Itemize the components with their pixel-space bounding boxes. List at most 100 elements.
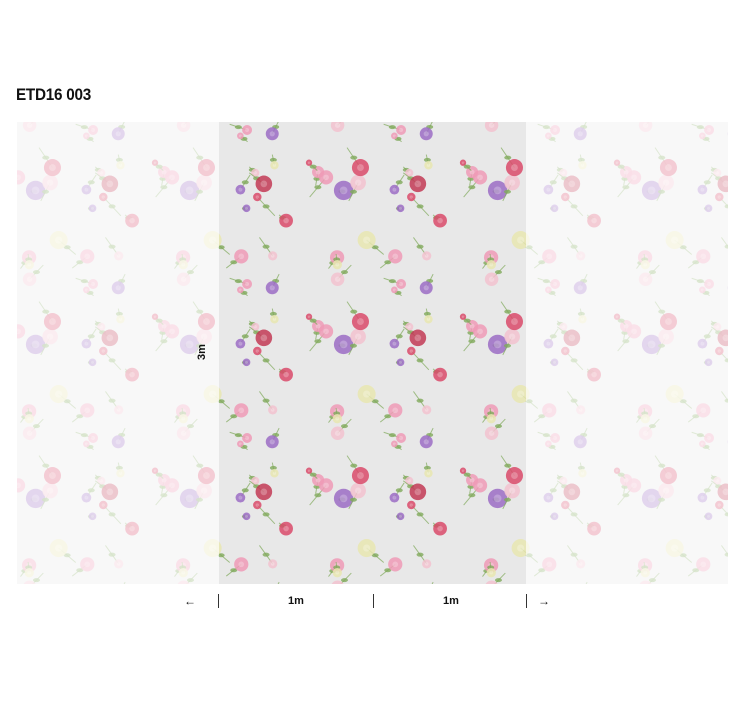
flower bbox=[419, 281, 433, 295]
panel-width-label: 1m bbox=[288, 595, 304, 607]
flower bbox=[234, 249, 249, 264]
flower bbox=[504, 328, 520, 345]
flower bbox=[409, 483, 427, 501]
flower bbox=[279, 213, 293, 228]
flower bbox=[333, 488, 354, 509]
flower bbox=[235, 338, 246, 349]
flower bbox=[409, 329, 427, 347]
flower bbox=[424, 161, 433, 170]
flower bbox=[329, 250, 345, 265]
flower bbox=[331, 580, 344, 584]
flower bbox=[242, 512, 251, 521]
flower bbox=[270, 315, 279, 324]
flower bbox=[332, 259, 342, 270]
flower bbox=[237, 440, 244, 448]
flower bbox=[407, 346, 416, 356]
flower bbox=[388, 249, 403, 264]
flower bbox=[332, 413, 342, 424]
flower bbox=[265, 435, 279, 449]
flower bbox=[486, 567, 496, 578]
flower bbox=[270, 469, 279, 478]
flower bbox=[270, 161, 279, 170]
flower bbox=[268, 251, 278, 261]
flower bbox=[487, 180, 508, 201]
flower bbox=[504, 174, 520, 191]
flower bbox=[405, 476, 414, 485]
flower bbox=[235, 184, 246, 195]
flower bbox=[486, 413, 496, 424]
floral-pattern bbox=[17, 122, 728, 584]
flower bbox=[433, 213, 447, 228]
flower bbox=[330, 272, 345, 286]
flower bbox=[389, 338, 400, 349]
flower bbox=[330, 426, 345, 440]
flower bbox=[511, 539, 530, 558]
flower bbox=[407, 500, 416, 510]
flower bbox=[253, 192, 262, 202]
flower bbox=[391, 440, 398, 448]
flower bbox=[242, 358, 251, 367]
flower bbox=[422, 251, 432, 261]
flower bbox=[242, 125, 253, 135]
flower bbox=[251, 322, 260, 331]
flower bbox=[505, 159, 524, 177]
dimension-tick bbox=[526, 594, 527, 608]
flower bbox=[251, 168, 260, 177]
flower bbox=[485, 580, 498, 584]
flower bbox=[389, 184, 400, 195]
flower bbox=[329, 404, 345, 419]
flower bbox=[484, 272, 499, 286]
flower bbox=[242, 433, 253, 443]
flower bbox=[396, 204, 405, 213]
flower bbox=[409, 175, 427, 193]
flower bbox=[396, 358, 405, 367]
flower bbox=[305, 159, 313, 166]
flower bbox=[253, 346, 262, 356]
flower bbox=[333, 180, 354, 201]
flower bbox=[242, 204, 251, 213]
flower bbox=[330, 122, 345, 132]
flower bbox=[483, 404, 499, 419]
flower bbox=[419, 127, 433, 141]
height-dimension-label: 3m bbox=[195, 344, 208, 360]
flower bbox=[505, 467, 524, 485]
flower bbox=[422, 559, 432, 569]
flower bbox=[333, 334, 354, 355]
flower bbox=[484, 426, 499, 440]
flower bbox=[318, 170, 334, 185]
product-code-title: ETD16 003 bbox=[16, 85, 91, 104]
flower bbox=[396, 279, 407, 289]
flower bbox=[433, 367, 447, 382]
flower bbox=[433, 521, 447, 536]
flower bbox=[279, 367, 293, 382]
flower bbox=[484, 122, 499, 132]
flower bbox=[407, 192, 416, 202]
flower bbox=[388, 403, 403, 418]
flower bbox=[265, 281, 279, 295]
flower bbox=[237, 286, 244, 294]
flower bbox=[350, 328, 366, 345]
flower bbox=[251, 476, 260, 485]
flower bbox=[351, 159, 370, 177]
flower bbox=[350, 482, 366, 499]
flower bbox=[483, 558, 499, 573]
dimension-tick bbox=[218, 594, 219, 608]
flower bbox=[357, 385, 376, 404]
flower bbox=[329, 558, 345, 573]
flower bbox=[472, 478, 488, 493]
flower bbox=[459, 467, 467, 474]
flower bbox=[486, 259, 496, 270]
flower bbox=[487, 488, 508, 509]
flower bbox=[305, 467, 313, 474]
dimension-tick bbox=[373, 594, 374, 608]
flower bbox=[255, 483, 273, 501]
flower bbox=[505, 313, 524, 331]
flower bbox=[424, 315, 433, 324]
flower bbox=[351, 467, 370, 485]
flower bbox=[396, 125, 407, 135]
flower bbox=[234, 403, 249, 418]
flower bbox=[332, 567, 342, 578]
flower bbox=[268, 405, 278, 415]
flower bbox=[357, 539, 376, 558]
arrow-left-icon: ← bbox=[184, 594, 196, 608]
